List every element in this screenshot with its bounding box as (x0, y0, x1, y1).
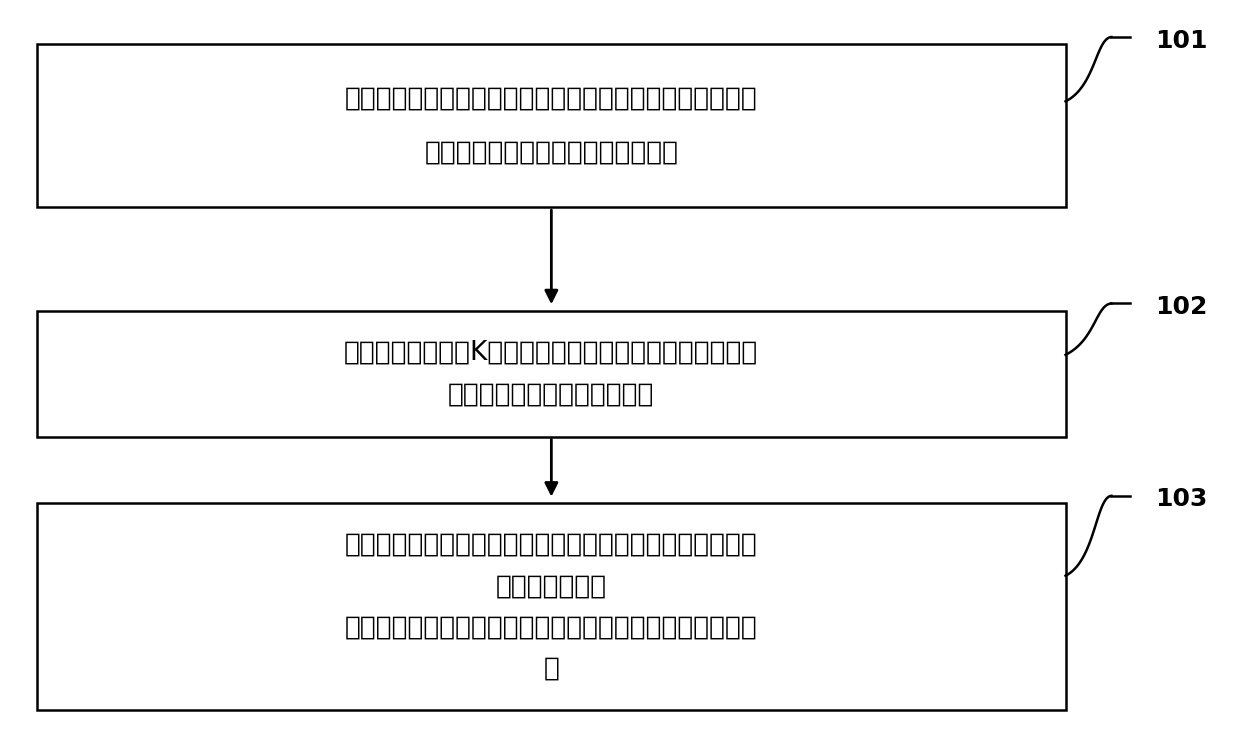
Text: 第二绝缘层温度分布函数公式: 第二绝缘层温度分布函数公式 (449, 382, 654, 408)
Text: 件建立第一绝缘层温度分布函数公式: 件建立第一绝缘层温度分布函数公式 (424, 140, 679, 166)
Bar (37, 44, 1066, 207)
Text: 通过确定修正系数K根据第一绝缘层温度分布函数公式建立: 通过确定修正系数K根据第一绝缘层温度分布函数公式建立 (344, 340, 758, 366)
Bar (37, 311, 1066, 437)
Text: 103: 103 (1155, 488, 1207, 511)
Text: 度: 度 (544, 656, 559, 682)
Text: 根据预置的具有内热源的绝缘层一维导热微分方程和边界条: 根据预置的具有内热源的绝缘层一维导热微分方程和边界条 (344, 86, 758, 112)
Text: 据预置的参数和: 据预置的参数和 (496, 573, 607, 599)
Text: 通过获取温度传感器测量的开关柜断路器室的实时温度并根: 通过获取温度传感器测量的开关柜断路器室的实时温度并根 (344, 531, 758, 558)
Bar (37, 503, 1066, 710)
Text: 101: 101 (1155, 29, 1207, 53)
Text: 102: 102 (1155, 295, 1207, 319)
Text: 第二绝缘层温度分布函数公式计算固体绝缘开关柜触头的温: 第二绝缘层温度分布函数公式计算固体绝缘开关柜触头的温 (344, 614, 758, 641)
